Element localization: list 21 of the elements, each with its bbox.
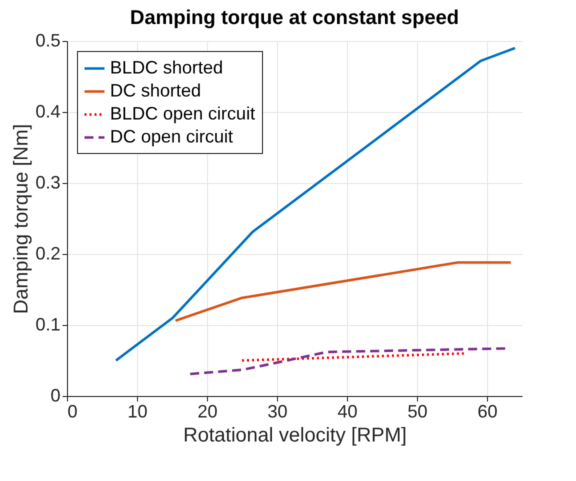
legend-label: BLDC shorted	[110, 58, 224, 78]
y-tick-label: 0.5	[35, 30, 60, 50]
x-tick-label: 30	[267, 402, 288, 422]
legend-label: BLDC open circuit	[110, 104, 256, 124]
legend-label: DC shorted	[110, 80, 202, 100]
y-tick-label: 0.4	[35, 102, 60, 122]
x-tick-label: 0	[68, 402, 78, 422]
chart-title: Damping torque at constant speed	[130, 7, 459, 29]
x-tick-label: 10	[127, 402, 148, 422]
x-tick-label: 50	[407, 402, 428, 422]
y-tick-label: 0	[50, 386, 60, 406]
legend-label: DC open circuit	[110, 126, 234, 146]
x-tick-label: 20	[197, 402, 218, 422]
x-axis-title: Rotational velocity [RPM]	[183, 424, 407, 446]
x-tick-label: 40	[337, 402, 358, 422]
y-tick-label: 0.1	[35, 314, 60, 334]
y-axis-title: Damping torque [Nm]	[10, 124, 32, 314]
y-tick-label: 0.3	[35, 172, 60, 192]
x-tick-label: 60	[477, 402, 498, 422]
y-tick-label: 0.2	[35, 244, 60, 264]
line-series	[188, 347, 508, 376]
